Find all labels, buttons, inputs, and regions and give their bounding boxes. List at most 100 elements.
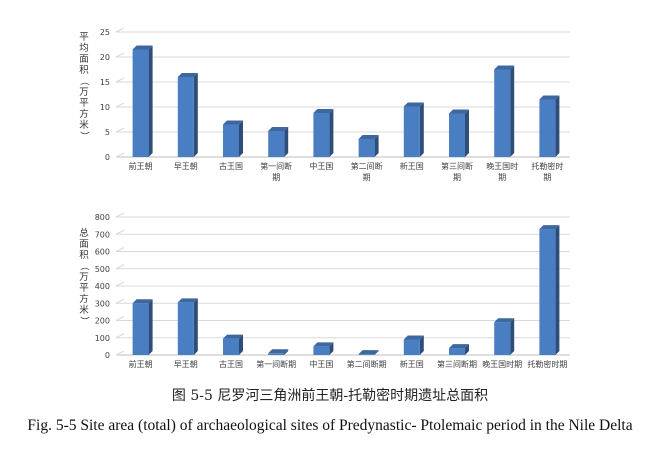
bar	[268, 131, 285, 157]
x-tick-label: 第二间断	[351, 161, 383, 171]
x-tick-label: 古王国	[219, 359, 243, 369]
y-axis-label-char: 方	[79, 293, 89, 305]
bar-side	[419, 102, 424, 157]
gridline-depth	[115, 229, 125, 235]
bar-top	[494, 318, 515, 323]
figure-caption-en: Fig. 5-5 Site area (total) of archaeolog…	[27, 417, 633, 434]
bar-side	[284, 349, 289, 355]
y-axis-label-char: （	[78, 76, 90, 86]
y-tick-label: 20	[100, 53, 110, 62]
y-tick-label: 300	[95, 299, 110, 308]
bar-side	[465, 344, 469, 355]
bar	[132, 49, 149, 157]
bar-side	[555, 225, 560, 355]
bar-side	[419, 335, 424, 355]
y-tick-label: 800	[95, 213, 110, 222]
y-axis-label-char: 总	[79, 227, 89, 239]
y-axis-label-char: ）	[78, 131, 90, 141]
bar-side	[510, 318, 515, 355]
bar	[132, 303, 149, 355]
y-axis-label-char: 米	[79, 119, 89, 131]
x-tick-label: 期	[543, 173, 551, 182]
x-tick-label: 期	[272, 173, 280, 182]
bar-top	[132, 45, 153, 50]
y-tick-label: 100	[95, 334, 110, 343]
bar	[268, 353, 285, 355]
x-tick-label: 早王朝	[174, 360, 198, 369]
gridline-depth	[115, 247, 125, 252]
bar-top	[494, 65, 515, 70]
bar-side	[193, 298, 198, 355]
bar-side	[239, 334, 243, 355]
bar-top	[449, 344, 469, 349]
bar	[313, 346, 330, 355]
gridline-depth	[115, 316, 125, 321]
bar	[358, 139, 375, 157]
y-axis-label-char: 积	[79, 64, 89, 76]
y-axis-label-char: 平	[79, 98, 89, 109]
bar	[494, 322, 511, 355]
x-tick-label: 第二间断期	[347, 359, 387, 369]
gridline-depth	[115, 350, 125, 356]
bar-top	[449, 109, 469, 114]
y-axis-label-char: ）	[78, 316, 90, 326]
bar-side	[239, 120, 243, 157]
x-tick-label: 托勒密时期	[527, 359, 567, 369]
bar	[449, 113, 465, 157]
y-tick-label: 700	[95, 230, 110, 239]
bar-top	[268, 127, 289, 131]
bar	[403, 339, 420, 355]
y-axis-label-char: 平	[79, 32, 89, 43]
bar-top	[177, 73, 198, 77]
bar	[539, 229, 556, 355]
gridline-depth	[115, 27, 125, 33]
gridline-depth	[115, 212, 125, 218]
bar-top	[313, 109, 334, 113]
gridline-depth	[115, 333, 125, 339]
bar	[449, 348, 465, 355]
bar	[177, 302, 194, 355]
gridline-depth	[115, 152, 125, 158]
x-tick-label: 期	[453, 173, 461, 182]
bar	[539, 99, 556, 157]
bar	[494, 69, 511, 157]
bar-top	[313, 342, 334, 347]
x-tick-label: 托勒密时	[531, 161, 563, 171]
bar-side	[193, 73, 198, 157]
bar	[403, 106, 420, 157]
y-axis-label-char: 积	[79, 249, 89, 261]
y-axis-label-char: 万	[79, 272, 89, 283]
bar-side	[148, 299, 153, 355]
y-tick-label: 5	[105, 128, 110, 137]
y-tick-label: 10	[100, 103, 110, 112]
y-axis-label-char: 万	[79, 87, 89, 98]
gridline-depth	[115, 127, 125, 133]
y-tick-label: 15	[100, 78, 110, 87]
x-tick-label: 前王朝	[129, 359, 153, 369]
y-axis-label-char: 平	[79, 283, 89, 294]
bar	[223, 338, 239, 355]
x-tick-label: 晚王国时期	[482, 359, 522, 369]
bar-top	[403, 102, 424, 107]
y-tick-label: 0	[105, 351, 110, 360]
x-tick-label: 新王国	[400, 359, 424, 369]
x-tick-label: 早王朝	[174, 162, 198, 171]
bar-side	[329, 109, 334, 157]
x-tick-label: 第三间断期	[437, 359, 477, 369]
bar-side	[465, 109, 469, 157]
bar-top	[539, 225, 560, 230]
bar-top	[358, 350, 379, 355]
bar-top	[223, 120, 243, 125]
bar-top	[358, 135, 379, 139]
x-tick-label: 新王国	[400, 161, 424, 171]
gridline-depth	[115, 77, 125, 83]
gridline-depth	[115, 52, 125, 58]
figure-caption-cn: 图 5-5 尼罗河三角洲前王朝-托勒密时期遗址总面积	[171, 388, 489, 404]
x-tick-label: 期	[498, 173, 506, 182]
bar-top	[403, 335, 424, 340]
x-tick-label: 第一间断	[260, 161, 292, 171]
x-tick-label: 中王国	[309, 161, 333, 171]
y-tick-label: 0	[105, 153, 110, 162]
bar-side	[329, 342, 334, 355]
bar-side	[374, 135, 379, 157]
